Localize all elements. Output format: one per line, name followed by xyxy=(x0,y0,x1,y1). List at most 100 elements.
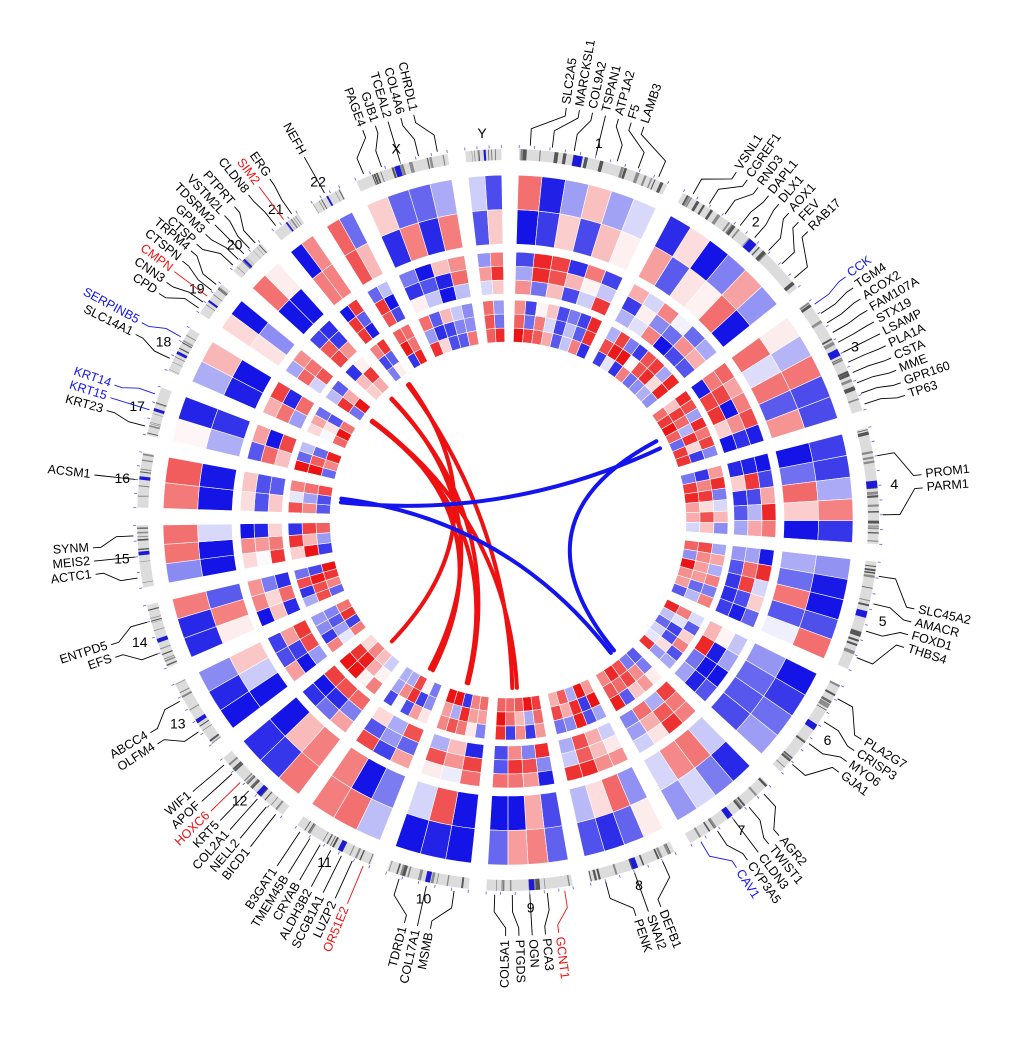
gene-connector xyxy=(224,215,250,249)
scale-tick xyxy=(338,185,341,189)
scale-tick xyxy=(319,195,322,199)
cytoband xyxy=(829,680,841,688)
cytoband xyxy=(213,294,223,302)
gene-connector xyxy=(400,117,419,156)
cytoband xyxy=(149,423,161,427)
scale-tick xyxy=(869,608,873,611)
scale-tick xyxy=(756,796,760,799)
cytoband xyxy=(152,413,164,417)
scale-tick xyxy=(721,212,724,216)
scale-tick xyxy=(840,685,844,688)
cytoband xyxy=(592,869,598,881)
heatmap-cell xyxy=(482,300,495,316)
heatmap-cell xyxy=(515,251,535,268)
gene-connector xyxy=(529,108,567,146)
cytoband xyxy=(867,527,879,530)
cytoband xyxy=(407,866,412,878)
cytoband xyxy=(138,548,150,550)
scale-tick xyxy=(778,262,781,265)
cytoband xyxy=(494,149,496,161)
gene-connector xyxy=(205,233,239,260)
scale-tick xyxy=(218,281,222,284)
heatmap-cell xyxy=(505,725,516,741)
link-blue xyxy=(568,439,659,653)
gene-connector xyxy=(239,806,267,839)
gene-connector xyxy=(229,798,258,830)
chromosome-label: 13 xyxy=(170,716,186,732)
heatmap-cell xyxy=(783,500,819,521)
scale-tick xyxy=(257,240,261,243)
gene-connector xyxy=(781,221,799,265)
heatmap-cell xyxy=(298,440,316,456)
chromosome-label: Y xyxy=(477,125,487,141)
gene-connector xyxy=(708,179,748,204)
scale-tick xyxy=(825,324,829,328)
cytoband xyxy=(703,821,711,832)
cytoband xyxy=(704,209,714,220)
cytoband xyxy=(725,223,733,234)
scale-tick xyxy=(683,189,686,193)
heatmap-cell xyxy=(817,520,854,543)
heatmap-cell xyxy=(493,313,505,329)
scale-tick xyxy=(609,159,612,163)
scale-tick xyxy=(157,652,161,655)
scale-tick xyxy=(184,708,188,712)
scale-tick xyxy=(756,241,760,244)
cytoband xyxy=(335,191,341,202)
gene-label: PCA3 xyxy=(540,938,557,972)
cytoband xyxy=(148,425,160,430)
cytoband xyxy=(712,214,721,225)
heatmap-cell xyxy=(701,444,719,460)
heatmap-cell xyxy=(292,349,313,369)
scale-tick xyxy=(863,408,867,411)
gene-connector xyxy=(93,556,135,562)
cytoband xyxy=(837,370,849,378)
heatmap-cell xyxy=(586,316,603,335)
heatmap-cell xyxy=(317,484,334,497)
heatmap-cell xyxy=(797,396,838,429)
cytoband xyxy=(726,224,736,236)
cytoband xyxy=(858,601,870,607)
gene-connector xyxy=(882,487,923,516)
gene-connector xyxy=(837,698,862,740)
cytoband xyxy=(708,817,717,829)
gene-connector xyxy=(557,890,568,933)
scale-tick xyxy=(840,351,844,354)
cytoband xyxy=(473,150,476,162)
scale-tick xyxy=(847,365,851,368)
cytoband xyxy=(139,560,151,563)
gene-connector xyxy=(856,644,905,665)
heatmap-cell xyxy=(318,319,340,341)
cytoband xyxy=(140,471,152,474)
heatmap-cell xyxy=(492,299,505,315)
cytoband xyxy=(258,244,267,254)
gene-label: PROM1 xyxy=(925,462,971,481)
heatmap-cell xyxy=(490,265,504,281)
cytoband xyxy=(865,564,877,568)
chromosome-ideogram xyxy=(168,328,200,376)
gene-label: SLC2A5 xyxy=(559,57,579,105)
cytoband xyxy=(553,151,559,164)
scale-tick xyxy=(667,181,670,185)
gene-connector xyxy=(182,260,212,291)
heatmap-cell xyxy=(712,499,729,512)
cytoband xyxy=(681,195,689,206)
heatmap-cell xyxy=(198,656,240,693)
cytoband xyxy=(243,772,253,782)
scale-tick xyxy=(164,368,168,371)
cytoband xyxy=(339,189,345,200)
heatmap-cell xyxy=(507,745,523,761)
heatmap-cell xyxy=(815,476,853,502)
scale-tick xyxy=(800,749,804,752)
gene-connector xyxy=(416,885,427,927)
heatmap-cell xyxy=(529,280,549,298)
heatmap-cell xyxy=(331,379,350,398)
cytoband xyxy=(783,750,793,759)
heatmap-cell xyxy=(485,328,497,344)
centromere xyxy=(629,857,639,870)
cytoband xyxy=(172,361,183,367)
heatmap-cell xyxy=(459,769,482,787)
scale-tick xyxy=(818,724,822,727)
gene-connector xyxy=(135,334,170,359)
gene-connector xyxy=(748,806,770,845)
